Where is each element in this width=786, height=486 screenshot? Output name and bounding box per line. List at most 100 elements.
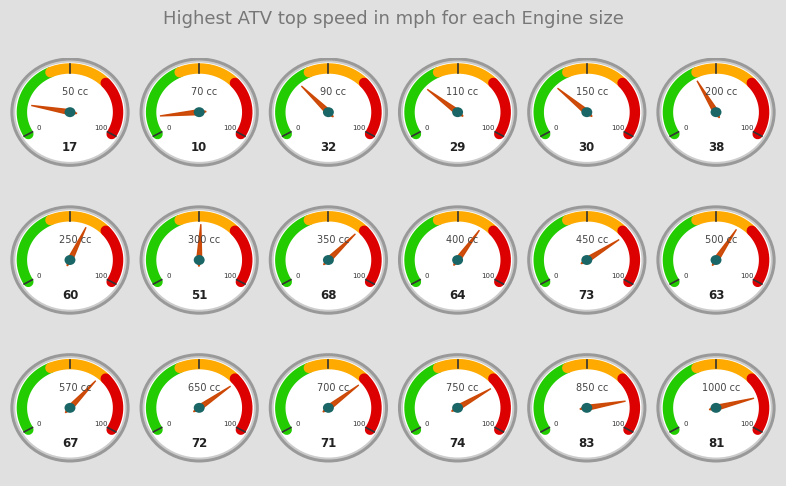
Text: 0: 0 <box>296 125 300 131</box>
Text: 100: 100 <box>223 273 237 279</box>
Text: 750 cc: 750 cc <box>446 383 479 393</box>
Ellipse shape <box>452 403 463 413</box>
Text: 0: 0 <box>166 125 171 131</box>
Text: 0: 0 <box>166 421 171 427</box>
Text: 90 cc: 90 cc <box>321 87 347 97</box>
Polygon shape <box>301 86 333 117</box>
Polygon shape <box>697 81 719 118</box>
Ellipse shape <box>193 403 204 413</box>
Text: 0: 0 <box>296 421 300 427</box>
Text: 850 cc: 850 cc <box>575 383 608 393</box>
Text: 100: 100 <box>94 421 108 427</box>
Text: 60: 60 <box>62 289 78 302</box>
Ellipse shape <box>10 353 130 463</box>
Text: 38: 38 <box>708 141 724 155</box>
Polygon shape <box>428 89 463 116</box>
Ellipse shape <box>15 358 125 457</box>
Text: 0: 0 <box>683 125 688 131</box>
Text: 0: 0 <box>424 421 429 427</box>
Text: 110 cc: 110 cc <box>446 87 479 97</box>
Ellipse shape <box>142 208 255 312</box>
Ellipse shape <box>272 60 385 164</box>
Ellipse shape <box>145 210 254 310</box>
Text: 0: 0 <box>554 273 558 279</box>
Ellipse shape <box>323 403 334 413</box>
Text: Highest ATV top speed in mph for each Engine size: Highest ATV top speed in mph for each En… <box>163 10 623 28</box>
Ellipse shape <box>452 107 463 117</box>
Ellipse shape <box>452 255 463 265</box>
Text: 10: 10 <box>191 141 208 155</box>
Text: 100: 100 <box>94 273 108 279</box>
Ellipse shape <box>659 356 773 460</box>
Text: 450 cc: 450 cc <box>575 235 608 245</box>
Ellipse shape <box>403 63 512 162</box>
Ellipse shape <box>659 60 773 164</box>
Ellipse shape <box>403 210 512 310</box>
Text: 83: 83 <box>578 437 595 450</box>
Text: 0: 0 <box>166 273 171 279</box>
Text: 100: 100 <box>223 421 237 427</box>
Text: 150 cc: 150 cc <box>575 87 608 97</box>
Polygon shape <box>65 381 96 413</box>
Text: 500 cc: 500 cc <box>705 235 737 245</box>
Ellipse shape <box>532 358 641 457</box>
Polygon shape <box>454 230 479 265</box>
Ellipse shape <box>193 255 204 265</box>
Ellipse shape <box>269 353 388 463</box>
Polygon shape <box>709 398 754 410</box>
Polygon shape <box>31 105 77 115</box>
Ellipse shape <box>15 63 125 162</box>
Text: 0: 0 <box>424 125 429 131</box>
Ellipse shape <box>13 356 127 460</box>
Text: 100: 100 <box>740 421 754 427</box>
Ellipse shape <box>142 356 255 460</box>
Ellipse shape <box>10 206 130 314</box>
Polygon shape <box>557 88 592 117</box>
Ellipse shape <box>711 107 722 117</box>
Text: 0: 0 <box>37 421 42 427</box>
Ellipse shape <box>274 63 383 162</box>
Ellipse shape <box>711 255 722 265</box>
Text: 0: 0 <box>683 273 688 279</box>
Ellipse shape <box>656 206 776 314</box>
Ellipse shape <box>140 353 259 463</box>
Ellipse shape <box>269 57 388 167</box>
Text: 0: 0 <box>296 273 300 279</box>
Ellipse shape <box>10 57 130 167</box>
Text: 350 cc: 350 cc <box>318 235 350 245</box>
Ellipse shape <box>15 210 125 310</box>
Ellipse shape <box>13 60 127 164</box>
Ellipse shape <box>527 57 646 167</box>
Polygon shape <box>193 386 230 412</box>
Ellipse shape <box>582 107 593 117</box>
Ellipse shape <box>531 356 644 460</box>
Text: 29: 29 <box>450 141 466 155</box>
Text: 0: 0 <box>683 421 688 427</box>
Ellipse shape <box>403 358 512 457</box>
Text: 0: 0 <box>554 125 558 131</box>
Text: 100: 100 <box>740 125 754 131</box>
Ellipse shape <box>661 63 771 162</box>
Polygon shape <box>323 385 358 412</box>
Ellipse shape <box>140 206 259 314</box>
Text: 0: 0 <box>424 273 429 279</box>
Ellipse shape <box>398 206 517 314</box>
Text: 0: 0 <box>37 273 42 279</box>
Text: 32: 32 <box>320 141 336 155</box>
Text: 100: 100 <box>94 125 108 131</box>
Ellipse shape <box>401 60 514 164</box>
Ellipse shape <box>661 358 771 457</box>
Ellipse shape <box>142 60 255 164</box>
Text: 570 cc: 570 cc <box>59 383 91 393</box>
Polygon shape <box>160 110 206 116</box>
Ellipse shape <box>582 403 593 413</box>
Text: 51: 51 <box>191 289 208 302</box>
Ellipse shape <box>145 63 254 162</box>
Text: 63: 63 <box>708 289 724 302</box>
Text: 0: 0 <box>37 125 42 131</box>
Ellipse shape <box>323 107 334 117</box>
Text: 700 cc: 700 cc <box>318 383 350 393</box>
Polygon shape <box>67 227 86 266</box>
Ellipse shape <box>64 403 75 413</box>
Polygon shape <box>712 229 736 265</box>
